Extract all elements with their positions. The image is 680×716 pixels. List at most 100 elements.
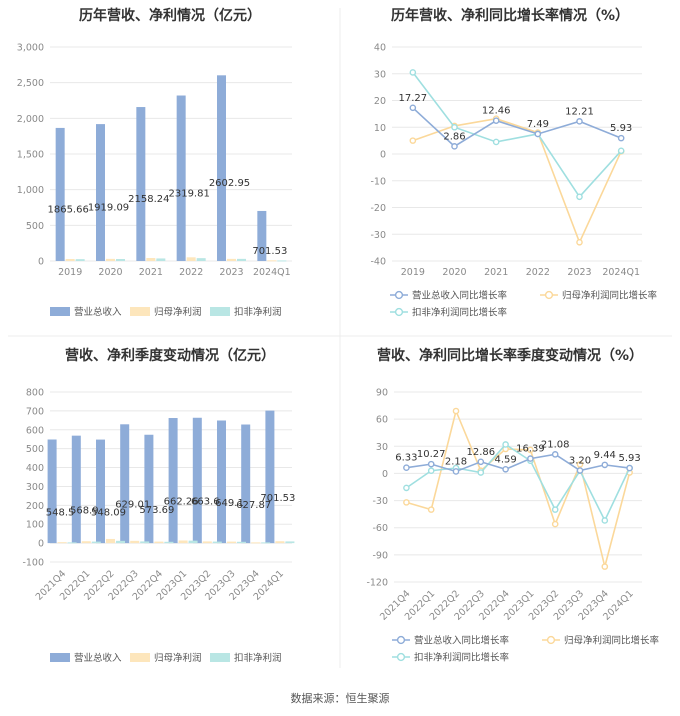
legend-swatch (130, 653, 150, 662)
x-tick-label: 2020 (98, 267, 122, 278)
bar-1 (217, 420, 226, 544)
series-point-1 (492, 117, 500, 124)
series-point-1 (502, 465, 509, 473)
y-tick-label: 60 (376, 415, 388, 426)
legend-label: 归母净利润 (154, 306, 202, 318)
series-line-2 (412, 117, 622, 245)
legend-marker (394, 290, 404, 300)
series-point-3 (477, 469, 485, 476)
series-point-1 (534, 130, 542, 138)
series-point-3 (403, 484, 410, 492)
bar-1 (192, 417, 202, 544)
y-tick-label: 0 (380, 150, 386, 161)
x-tick-label: 2019 (58, 267, 82, 278)
y-tick-label: 0 (38, 539, 44, 550)
bar-2 (251, 542, 261, 544)
y-tick-label: 200 (26, 501, 44, 512)
legend-label: 扣非净利润同比增长率 (412, 307, 508, 319)
legend-marker (396, 635, 406, 645)
legend-swatch (50, 653, 70, 662)
line-data-label: 12.86 (466, 447, 495, 458)
legend-label: 扣非净利润 (234, 306, 282, 318)
bar-3 (91, 541, 101, 544)
bar-3 (67, 542, 77, 544)
bar-1 (55, 127, 65, 261)
x-tick-label: 2022 (179, 267, 203, 278)
series-point-1 (403, 464, 410, 472)
y-tick-label: 1,000 (17, 185, 44, 196)
series-point-3 (409, 69, 417, 76)
legend-label: 营业总收入同比增长率 (414, 635, 510, 647)
series-point-1 (617, 134, 625, 142)
bar-1 (96, 124, 105, 261)
bar-3 (188, 540, 198, 544)
series-point-2 (403, 499, 410, 506)
bar-3 (156, 258, 166, 261)
bar-3 (75, 259, 85, 261)
bar-data-label: 627.87 (236, 500, 271, 511)
y-tick-label: -10 (370, 176, 386, 187)
legend-marker (544, 290, 554, 300)
x-tick-label: 2022 (526, 267, 550, 278)
y-tick-label: 10 (374, 123, 386, 134)
bar-1 (265, 410, 275, 544)
y-tick-label: 20 (374, 96, 386, 107)
bar-2 (227, 541, 236, 544)
y-tick-label: 90 (376, 388, 388, 399)
line-data-label: 3.20 (569, 456, 591, 467)
series-point-1 (427, 460, 435, 468)
bar-data-label: 548.5 (46, 507, 75, 518)
bar-data-label: 663.6 (191, 496, 220, 507)
x-tick-label: 2021 (139, 267, 163, 278)
series-point-1 (451, 143, 458, 150)
y-tick-label: 30 (374, 69, 386, 80)
series-point-3 (551, 506, 559, 513)
y-tick-label: 600 (26, 425, 44, 436)
series-point-3 (502, 441, 509, 448)
bar-3 (140, 541, 150, 544)
series-point-1 (576, 118, 583, 125)
series-point-1 (576, 467, 584, 474)
bar-data-label: 629.01 (115, 500, 150, 511)
bar-3 (116, 540, 125, 544)
bar-data-label: 1865.66 (47, 204, 88, 215)
bar-2 (267, 260, 277, 262)
chart-4: 营收、净利同比增长率季度变动情况（%） -120 -90 -60 -30 0 30 60 90 2… (366, 347, 659, 664)
bar-2 (81, 541, 91, 544)
bar-2 (65, 259, 75, 261)
bar-2 (106, 538, 115, 544)
bar-3 (261, 542, 271, 544)
series-line-3 (405, 443, 631, 523)
series-point-2 (527, 446, 534, 454)
series-point-3 (451, 123, 458, 131)
series-point-3 (617, 147, 625, 155)
bar-data-label: 649.1 (215, 498, 244, 509)
line-data-label: 12.21 (565, 106, 594, 117)
legend-swatch (210, 653, 230, 662)
chart-title: 历年营收、净利同比增长率情况（%） (391, 7, 629, 24)
series-point-2 (576, 238, 583, 246)
x-tick-label: 2024Q1 (602, 267, 640, 278)
y-tick-label: -20 (370, 203, 386, 214)
legend-marker (546, 635, 556, 645)
bar-1 (120, 424, 130, 544)
chart-title: 营收、净利同比增长率季度变动情况（%） (377, 347, 643, 364)
chart-title: 营收、净利季度变动情况（亿元） (65, 347, 275, 364)
line-data-label: 16.39 (516, 444, 545, 455)
x-tick-label: 2020 (442, 267, 466, 278)
y-tick-label: -90 (372, 550, 388, 561)
y-tick-label: 30 (376, 442, 388, 453)
bar-2 (186, 257, 196, 261)
legend-label: 归母净利润同比增长率 (562, 290, 658, 302)
x-tick-label: 2021 (484, 267, 508, 278)
legend: 营业总收入 归母净利润 扣非净利润 (50, 306, 282, 318)
y-tick-label: 40 (374, 43, 386, 54)
bar-data-label: 701.53 (260, 493, 295, 504)
series-point-1 (409, 104, 417, 112)
series-point-3 (427, 467, 435, 475)
y-tick-label: 100 (26, 520, 44, 531)
y-tick-label: -40 (370, 257, 386, 268)
bar-2 (154, 541, 164, 544)
